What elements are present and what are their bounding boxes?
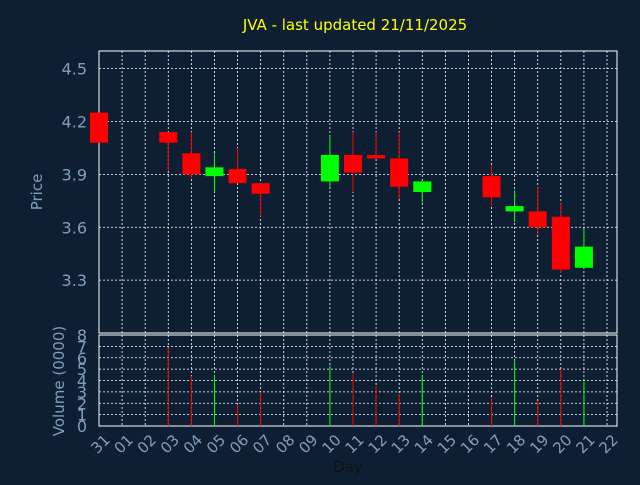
volume-tick-label: 6 — [77, 349, 87, 368]
candle-body — [159, 132, 178, 143]
candle-body — [344, 154, 362, 173]
candle-body — [551, 216, 570, 270]
volume-tick-label: 1 — [77, 406, 87, 425]
candle-body — [90, 112, 108, 143]
volume-tick-label: 8 — [77, 326, 87, 345]
candle-body — [528, 211, 547, 228]
price-tick-label: 3.6 — [62, 218, 87, 237]
candle-body — [413, 181, 432, 192]
price-tick-label: 3.9 — [62, 165, 87, 184]
price-axis-label: Price — [28, 174, 46, 211]
price-panel: 3.3 3.6 3.9 4.2 4.5 — [62, 50, 618, 334]
volume-tick-label: 5 — [77, 360, 87, 379]
volume-tick-label: 2 — [77, 394, 87, 413]
candle-body — [482, 176, 501, 198]
candle-body — [505, 206, 524, 212]
candle-body — [574, 246, 593, 268]
x-axis-label: Day — [333, 458, 363, 476]
volume-tick-label: 3 — [77, 383, 87, 402]
candle-body — [228, 169, 247, 184]
candle-body — [367, 154, 386, 159]
volume-axis-label: Volume (0000) — [50, 326, 68, 436]
price-tick-label: 4.2 — [62, 113, 87, 132]
price-panel-frame — [98, 50, 618, 334]
volume-tick-label: 7 — [77, 337, 87, 356]
price-tick-label: 4.5 — [62, 60, 87, 79]
candle-body — [320, 154, 339, 182]
chart-title: JVA - last updated 21/11/2025 — [242, 16, 467, 34]
price-tick-label: 3.3 — [62, 271, 87, 290]
candle-body — [205, 167, 224, 177]
candle-body — [251, 183, 270, 194]
volume-tick-label: 4 — [77, 372, 87, 391]
candle-body — [390, 158, 409, 187]
x-axis: 3101020304050607080910111213141516171819… — [88, 431, 622, 457]
candle-body — [182, 153, 201, 175]
volume-tick-label: 0 — [77, 417, 87, 436]
